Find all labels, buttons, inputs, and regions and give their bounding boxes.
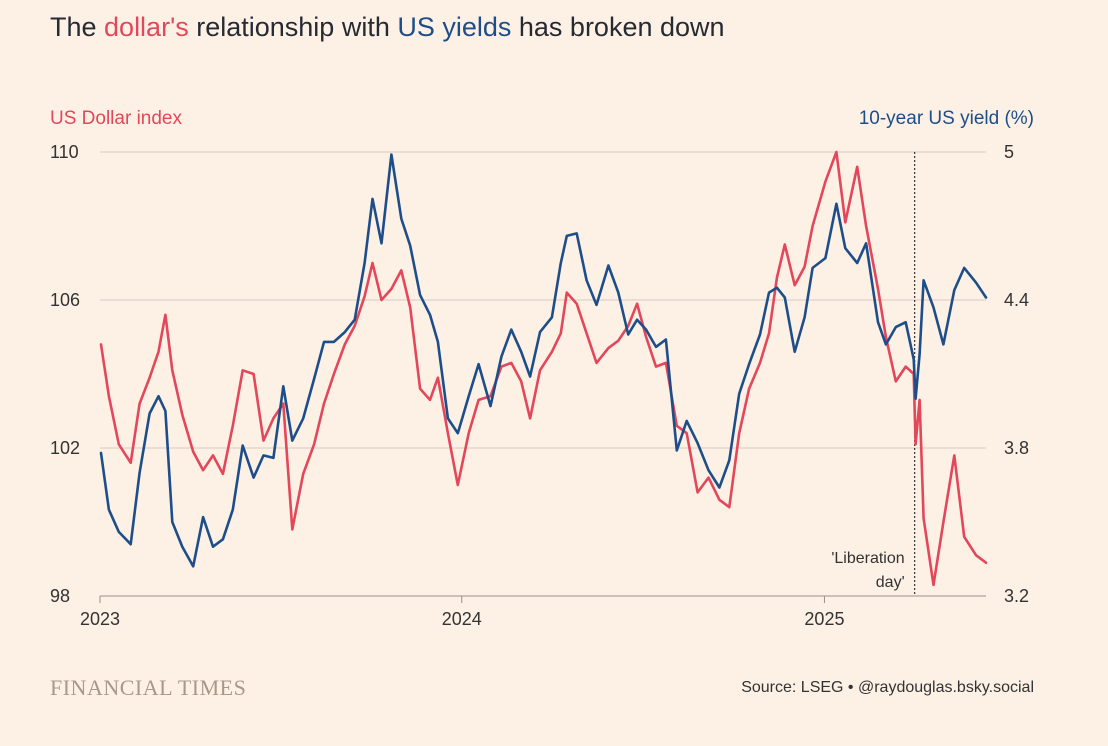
source-note: Source: LSEG • @raydouglas.bsky.social [741,679,1034,696]
title-yields-highlight: US yields [397,12,512,42]
title-part-1: The [50,12,105,42]
right-axis-title: 10-year US yield (%) [858,108,1034,129]
title-part-5: has broken down [511,12,725,42]
dollar-index-line [99,150,988,587]
chart-title: The dollar's relationship with US yields… [50,12,725,43]
y-right-tick-label: 4.4 [1004,290,1029,310]
left-axis-title: US Dollar index [50,108,182,129]
ft-logo: FINANCIAL TIMES [50,675,247,700]
x-tick-label: 2024 [442,609,482,629]
y-left-tick-label: 102 [50,438,80,458]
y-right-tick-label: 3.8 [1004,438,1029,458]
liberation-day-label: day' [876,574,905,591]
y-left-tick-label: 106 [50,290,80,310]
title-dollar-highlight: dollar's [104,12,189,42]
y-right-tick-label: 3.2 [1004,586,1029,606]
y-left-tick-label: 110 [50,142,79,162]
us-yield-line [99,153,988,568]
x-tick-label: 2025 [804,609,844,629]
title-part-3: relationship with [188,12,398,42]
x-tick-label: 2023 [80,609,120,629]
liberation-day-label: 'Liberation [831,550,904,567]
y-left-tick-label: 98 [50,586,70,606]
y-right-tick-label: 5 [1004,142,1014,162]
